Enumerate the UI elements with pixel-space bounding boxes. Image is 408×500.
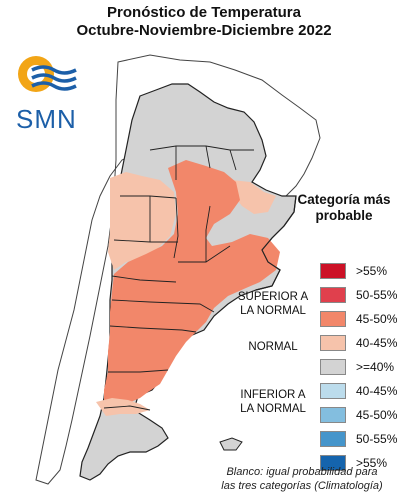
neighbor-countries [35,54,321,485]
category-superior-2: LA NORMAL [240,305,306,317]
province-borders [103,145,254,411]
legend-note-2: las tres categorías (Climatología) [221,480,383,492]
category-inferior: INFERIOR A [240,389,306,401]
legend-label: >55% [356,264,388,278]
region-40-45-south [96,398,150,416]
category-normal: NORMAL [248,341,298,353]
legend-swatch [320,335,346,351]
category-superior: SUPERIOR A [237,291,309,303]
legend-swatch [320,431,346,447]
legend-swatch [320,311,346,327]
legend-swatch [320,287,346,303]
category-inferior-2: LA NORMAL [240,403,306,415]
coastline [255,195,297,291]
legend-swatch [320,263,346,279]
legend-swatch [320,455,346,471]
legend-label: >55% [356,456,388,470]
region-40-45-east [232,180,276,214]
legend-label: 50-55% [356,432,398,446]
legend-label: >=40% [356,360,395,374]
wave-icon [31,65,77,75]
legend-swatch [320,407,346,423]
legend-label: 40-45% [356,336,398,350]
legend-note: Blanco: igual probabilidad para [226,466,378,478]
malvinas-islands [219,437,243,451]
legend-label: 45-50% [356,312,398,326]
region-45-50-center [104,160,280,410]
legend-swatch [320,359,346,375]
legend-title: Categoría más [297,192,391,207]
smn-logo [18,56,77,92]
legend-label: 40-45% [356,384,398,398]
smn-logo-text: SMN [16,104,77,134]
legend-title-2: probable [315,208,373,223]
legend-label: 45-50% [356,408,398,422]
map-subtitle: Octubre-Noviembre-Diciembre 2022 [76,22,332,39]
map-title: Pronóstico de Temperatura [107,4,301,21]
legend-swatch [320,383,346,399]
legend-label: 50-55% [356,288,398,302]
